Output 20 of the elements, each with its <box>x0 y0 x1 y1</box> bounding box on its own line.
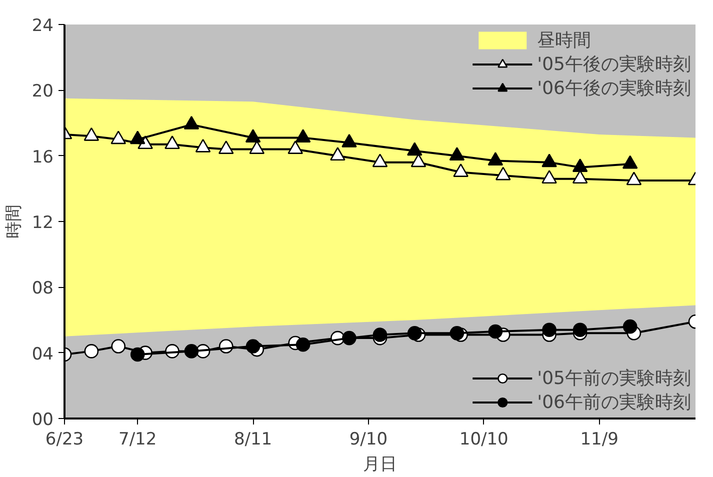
y-tick-label: 00 <box>32 410 54 430</box>
x-tick-label: 8/11 <box>234 430 272 450</box>
y-tick-label: 16 <box>32 147 54 168</box>
legend-label: '06午前の実験時刻 <box>537 391 691 414</box>
y-tick-label: 24 <box>32 16 54 36</box>
x-tick-label: 9/10 <box>349 430 388 450</box>
y-tick-label: 08 <box>32 278 54 299</box>
x-tick-label: 6/23 <box>45 430 84 450</box>
legend-label: '05午前の実験時刻 <box>537 367 691 390</box>
legend-label: '06午後の実験時刻 <box>537 77 691 100</box>
x-tick-label: 10/10 <box>459 430 508 450</box>
legend-label: 昼時間 <box>537 29 592 52</box>
y-tick-label: 04 <box>32 344 54 364</box>
x-axis-title: 月日 <box>363 454 397 474</box>
y-tick-label: 12 <box>32 213 54 233</box>
y-axis-title: 時間 <box>4 204 24 238</box>
legend-label: '05午後の実験時刻 <box>537 53 691 76</box>
y-tick-label: 20 <box>32 82 54 102</box>
x-tick-label: 11/9 <box>580 430 618 450</box>
x-tick-label: 7/12 <box>118 430 157 450</box>
